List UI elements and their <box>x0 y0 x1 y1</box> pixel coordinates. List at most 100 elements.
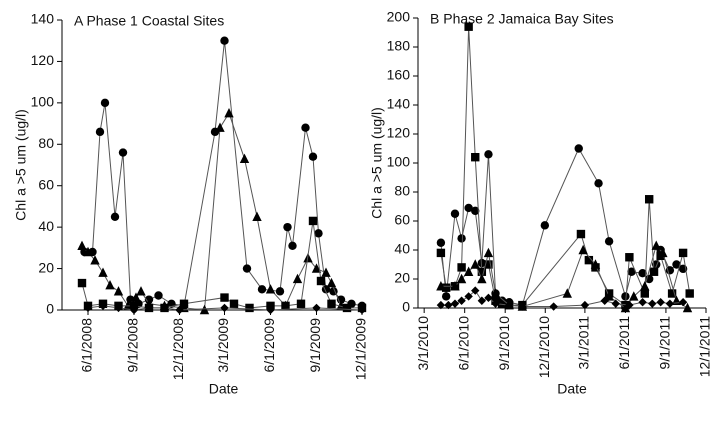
series-line <box>81 112 342 311</box>
data-point <box>436 281 446 291</box>
data-point <box>667 289 677 298</box>
data-point <box>625 300 634 310</box>
data-point <box>229 299 239 308</box>
data-point <box>484 293 493 303</box>
data-point <box>326 277 337 288</box>
data-point <box>638 298 647 307</box>
data-point <box>199 304 210 315</box>
data-point <box>457 296 466 305</box>
y-tick-label: 60 <box>394 212 410 228</box>
data-point <box>77 240 87 250</box>
x-tick-label: 9/1/2009 <box>307 318 323 373</box>
data-point <box>470 259 480 269</box>
data-point <box>275 287 285 296</box>
x-axis-label: Date <box>557 381 587 397</box>
data-point <box>477 296 487 305</box>
data-point <box>594 179 603 188</box>
data-point <box>665 299 675 308</box>
x-tick-label: 12/1/2008 <box>170 318 186 380</box>
x-tick-label: 12/1/2011 <box>697 316 713 377</box>
data-point <box>629 291 639 301</box>
data-point <box>471 153 480 162</box>
data-point <box>578 244 588 255</box>
data-point <box>327 299 336 308</box>
data-point <box>436 248 446 258</box>
data-point <box>83 246 93 257</box>
data-point <box>456 273 467 284</box>
data-point <box>129 305 139 315</box>
data-point <box>656 298 665 307</box>
data-point <box>175 305 184 315</box>
data-point <box>308 216 318 226</box>
data-point <box>444 300 453 310</box>
data-point <box>540 221 550 230</box>
data-point <box>574 144 583 153</box>
data-point <box>464 292 473 301</box>
data-point <box>584 255 594 265</box>
data-point <box>342 303 352 313</box>
x-tick-label: 12/1/2010 <box>536 316 552 378</box>
data-point <box>436 300 446 310</box>
y-tick-label: 80 <box>394 183 410 199</box>
data-point <box>685 289 694 298</box>
data-point <box>110 212 120 221</box>
data-point <box>220 36 229 45</box>
data-point <box>242 264 252 273</box>
data-point <box>604 291 614 301</box>
data-point <box>562 288 572 298</box>
y-tick-label: 140 <box>31 11 55 27</box>
y-axis-label: Chl a >5 um (ug/l) <box>13 109 29 221</box>
data-point <box>651 240 661 250</box>
x-axis-label: Date <box>209 381 239 397</box>
data-point <box>301 123 310 132</box>
data-point <box>464 22 473 31</box>
data-point <box>518 302 527 311</box>
y-tick-label: 100 <box>387 154 411 170</box>
data-point <box>312 303 321 313</box>
data-point <box>640 289 649 298</box>
data-point <box>590 259 601 269</box>
data-point <box>136 286 146 296</box>
x-tick-label: 6/1/2011 <box>616 316 632 370</box>
x-tick-label: 3/1/2010 <box>415 316 431 371</box>
data-point <box>114 303 123 313</box>
data-point <box>638 269 647 278</box>
data-point <box>464 203 473 213</box>
data-point <box>77 278 87 288</box>
data-point <box>100 98 110 108</box>
data-point <box>450 299 460 308</box>
data-point <box>665 266 675 275</box>
data-point <box>658 247 668 258</box>
data-point <box>627 267 636 276</box>
y-tick-label: 40 <box>38 218 54 234</box>
data-point <box>311 263 322 273</box>
data-point <box>644 195 654 204</box>
data-point <box>682 302 693 313</box>
data-point <box>179 299 189 308</box>
data-point <box>90 255 100 265</box>
data-point <box>450 209 460 218</box>
data-point <box>441 292 451 301</box>
data-point <box>621 292 630 301</box>
data-point <box>288 241 297 250</box>
data-point <box>239 153 250 163</box>
data-point <box>292 273 303 284</box>
data-point <box>490 288 501 298</box>
data-point <box>477 267 487 276</box>
x-tick-label: 6/1/2008 <box>79 318 95 373</box>
data-point <box>321 267 331 277</box>
data-point <box>483 247 494 258</box>
x-tick-label: 9/1/2008 <box>125 318 141 373</box>
y-tick-label: 0 <box>402 299 410 315</box>
data-point <box>154 291 163 300</box>
data-point <box>580 300 590 310</box>
data-point <box>600 296 609 305</box>
y-axis-label: Chl a >5 um (ug/l) <box>369 107 385 219</box>
data-point <box>457 263 466 272</box>
data-point <box>576 229 586 239</box>
x-tick-label: 3/1/2009 <box>215 318 231 373</box>
y-tick-label: 140 <box>387 96 411 112</box>
y-tick-label: 120 <box>387 125 411 141</box>
y-tick-label: 100 <box>31 94 55 110</box>
data-point <box>604 237 614 246</box>
